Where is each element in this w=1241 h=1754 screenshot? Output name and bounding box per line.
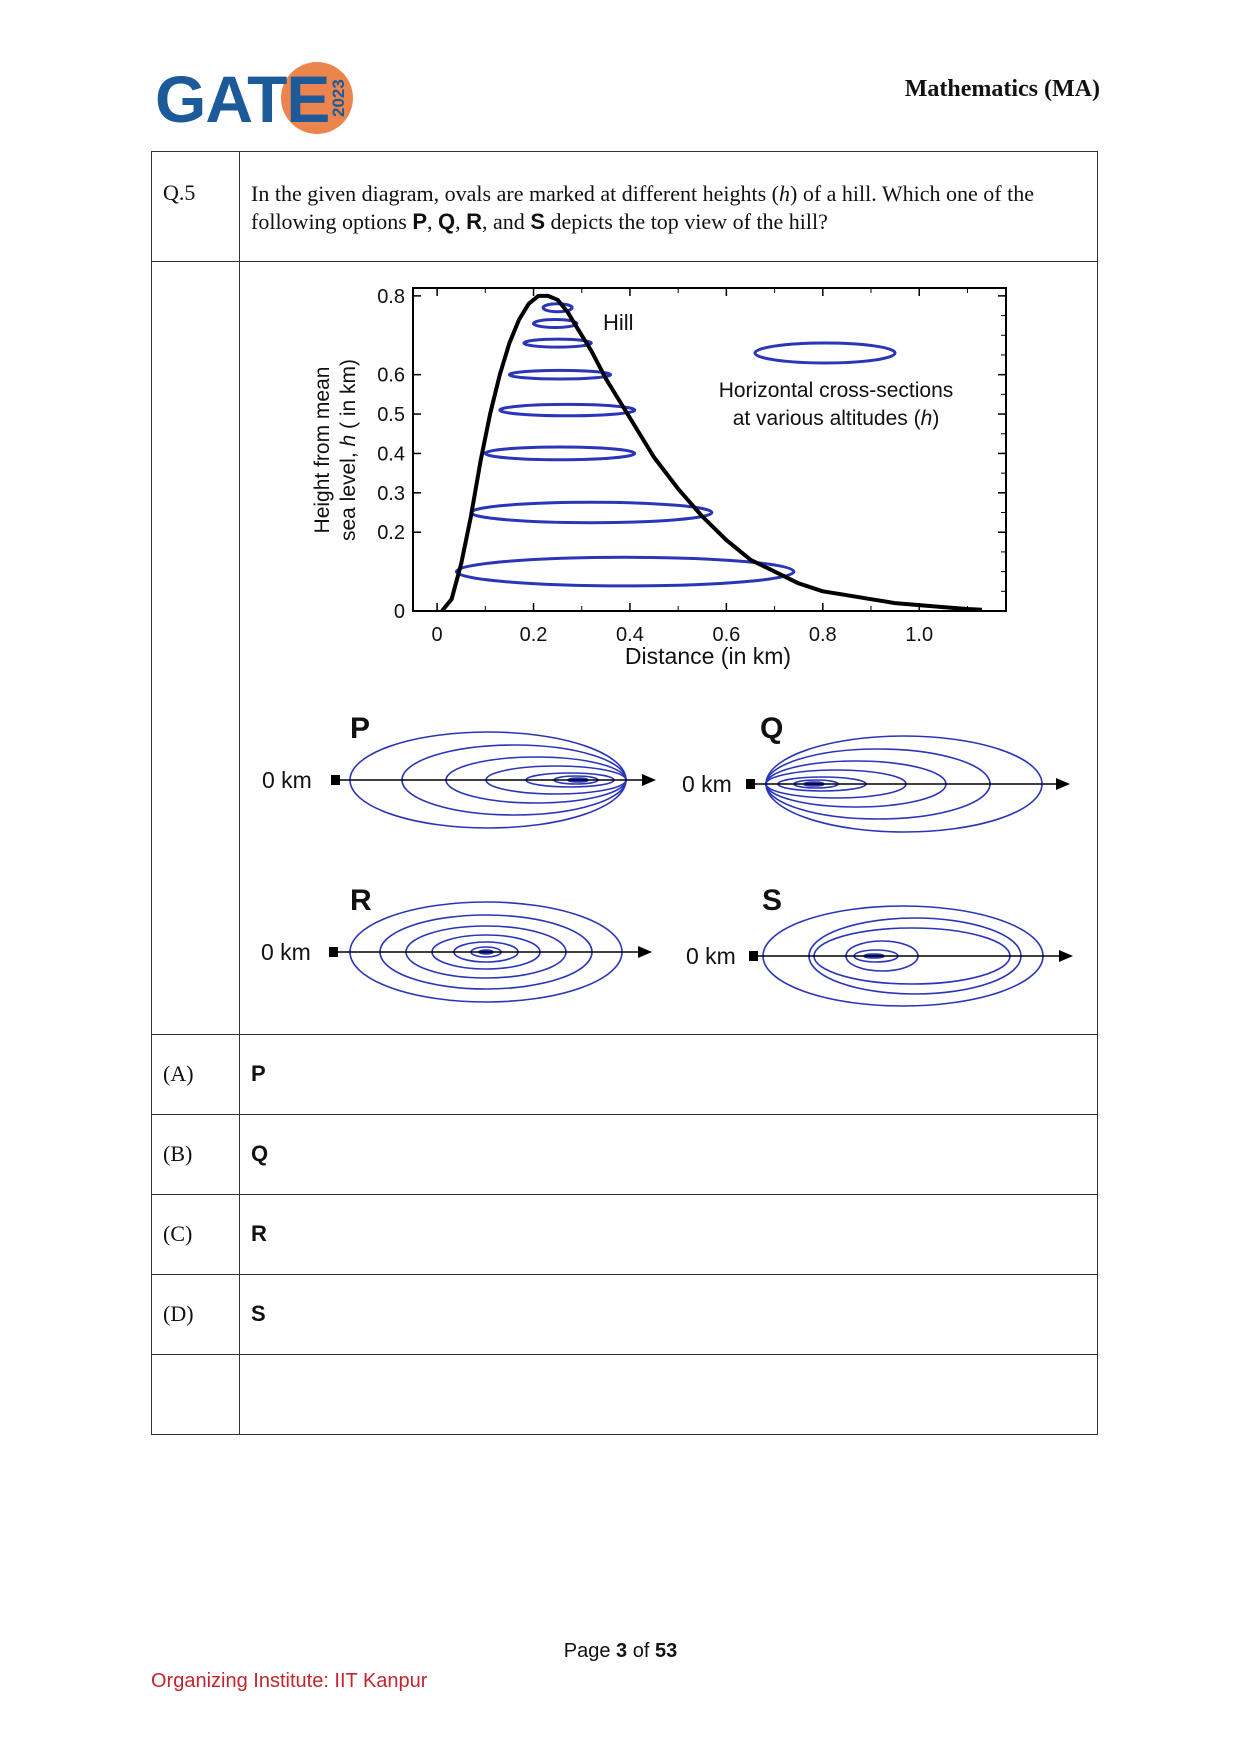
question-diagram: 0 0.2 0.3 0.4 0.5 0.6 0.8 0 0.2 0.4 0.6 0.8 1.0 Hil… (261, 286, 1073, 1007)
y-tick-label: 0 (394, 601, 405, 623)
cross-section-oval (483, 445, 637, 462)
hill-label: Hill (603, 310, 634, 335)
legend-line2: at various altitudes (h) (733, 407, 940, 430)
option-a-label: (A) (163, 1061, 194, 1086)
option-row-c[interactable]: (C) R (151, 1194, 1098, 1275)
option-b-value: Q (251, 1141, 269, 1166)
option-r-letter: R (350, 884, 372, 917)
option-axes (336, 779, 1062, 957)
y-tick-label: 0.6 (377, 365, 405, 387)
cross-section-oval (522, 337, 593, 349)
y-tick-label: 0.5 (377, 404, 405, 426)
cross-section-oval (454, 555, 796, 588)
y-tick-label: 0.3 (377, 483, 405, 505)
option-b-label: (B) (163, 1141, 193, 1166)
logo-year: 2023 (329, 79, 348, 117)
y-ticks: 0 0.2 0.3 0.4 0.5 0.6 0.8 (377, 286, 1006, 623)
y-axis-label-line2: sea level, h ( in km) (337, 359, 360, 541)
option-a-value: P (251, 1061, 266, 1086)
x-tick-label: 0.2 (520, 624, 548, 646)
option-axis-arrows (329, 774, 1073, 962)
option-r-zero-label: 0 km (261, 939, 311, 965)
option-row-d[interactable]: (D) S (151, 1274, 1098, 1355)
cross-section-oval (532, 318, 579, 329)
option-p-letter: P (350, 712, 370, 745)
organizer-text: Organizing Institute: IIT Kanpur (151, 1670, 428, 1692)
option-d-label: (D) (163, 1301, 194, 1326)
question-text: In the given diagram, ovals are marked a… (251, 181, 1034, 234)
hill-curve (440, 293, 983, 613)
chart-frame (412, 287, 1007, 612)
y-tick-label: 0.8 (377, 286, 405, 308)
y-tick-label: 0.2 (377, 522, 405, 544)
question-table: Q.5 In the given diagram, ovals are mark… (151, 151, 1098, 1435)
y-axis-label-line1: Height from mean (311, 367, 334, 534)
page-header: GATE 2023 Mathematics (MA) (0, 0, 1241, 150)
x-tick-label: 1.0 (905, 624, 933, 646)
x-axis-label: Distance (in km) (625, 643, 791, 669)
x-tick-label: 0.4 (616, 624, 644, 646)
legend-oval (753, 341, 897, 365)
y-tick-label: 0.4 (377, 443, 405, 465)
cross-section-oval (541, 302, 574, 314)
question-number: Q.5 (163, 180, 196, 205)
option-s-zero-label: 0 km (686, 943, 736, 969)
cross-section-oval (507, 368, 613, 381)
x-tick-label: 0.8 (809, 624, 837, 646)
logo-text: GATE (155, 62, 330, 136)
x-ticks: 0 0.2 0.4 0.6 0.8 1.0 (432, 288, 968, 646)
cross-section-oval (498, 402, 637, 418)
option-c-value: R (251, 1221, 267, 1246)
option-d-value: S (251, 1301, 266, 1326)
option-q-letter: Q (760, 712, 783, 745)
cross-section-oval (469, 500, 714, 525)
globe-icon (281, 62, 353, 134)
gate-logo: GATE 2023 (155, 60, 365, 140)
option-row-b[interactable]: (B) Q (151, 1114, 1098, 1195)
subject-title: Mathematics (MA) (904, 76, 1100, 102)
option-s-letter: S (762, 884, 782, 917)
option-q-zero-label: 0 km (682, 771, 732, 797)
option-p-zero-label: 0 km (262, 767, 312, 793)
option-c-label: (C) (163, 1221, 193, 1246)
legend-line1: Horizontal cross-sections (719, 379, 954, 402)
x-tick-label: 0 (432, 624, 443, 646)
x-tick-label: 0.6 (712, 624, 740, 646)
page-number: Page 3 of 53 (563, 1640, 678, 1662)
cross-section-ovals (454, 302, 796, 588)
option-row-a[interactable]: (A) P (151, 1034, 1098, 1115)
